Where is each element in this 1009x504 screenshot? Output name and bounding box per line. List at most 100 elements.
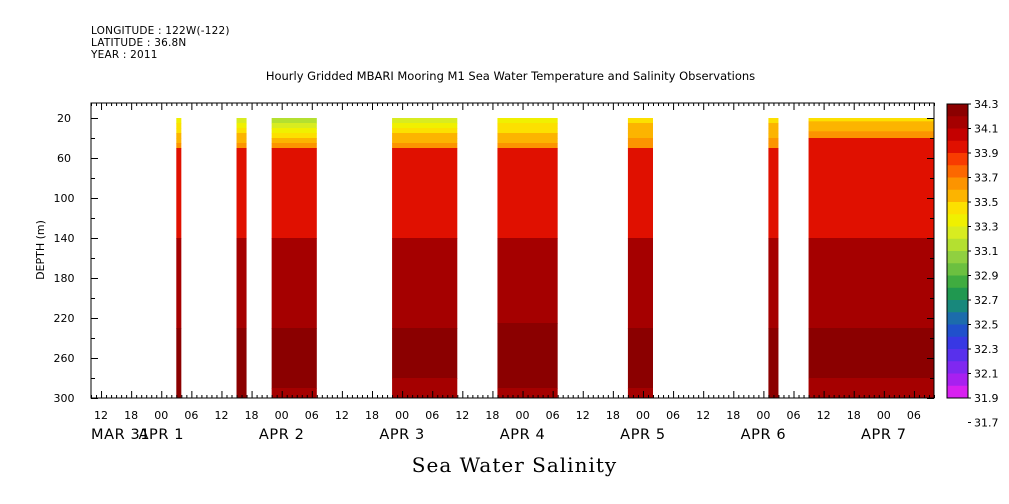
colorbar-label: 33.7	[974, 172, 999, 185]
salinity-cell	[768, 138, 779, 144]
salinity-cell	[768, 133, 779, 139]
colorbar-swatch	[947, 385, 968, 399]
colorbar-swatch	[947, 214, 968, 227]
salinity-cell	[392, 118, 458, 124]
salinity-cell	[176, 128, 182, 134]
salinity-cell	[627, 118, 653, 124]
salinity-cell	[176, 118, 182, 124]
salinity-cell	[808, 131, 934, 136]
y-tick-label: 100	[54, 192, 75, 205]
x-day-label: APR 1	[138, 427, 184, 443]
x-day-label: APR 7	[861, 427, 907, 443]
salinity-cell	[497, 133, 558, 139]
salinity-cell	[497, 123, 558, 129]
salinity-cell	[176, 133, 182, 139]
salinity-cell	[236, 133, 247, 139]
colorbar-swatch	[947, 349, 968, 362]
colorbar-swatch	[947, 202, 968, 215]
salinity-cell	[176, 148, 182, 239]
salinity-cell	[497, 238, 558, 324]
colorbar-label: 33.1	[974, 245, 999, 258]
year-label: YEAR : 2011	[91, 49, 158, 61]
chart-title: Hourly Gridded MBARI Mooring M1 Sea Wate…	[265, 69, 756, 83]
salinity-cell	[627, 238, 653, 329]
x-tick-label: 18	[245, 409, 259, 422]
salinity-cell	[497, 118, 558, 124]
x-day-label: APR 5	[620, 427, 666, 443]
x-tick-label: 00	[756, 409, 770, 422]
longitude-label: LONGITUDE : 122W(-122)	[91, 25, 230, 37]
colorbar-swatch	[947, 116, 968, 129]
salinity-cell	[497, 128, 558, 134]
salinity-cell	[271, 238, 317, 329]
y-tick-label: 180	[54, 272, 75, 285]
colorbar-swatch	[947, 287, 968, 301]
x-tick-label: 00	[275, 409, 289, 422]
salinity-cell	[392, 328, 458, 379]
y-tick-label: 300	[54, 392, 75, 405]
y-tick-label: 220	[54, 312, 75, 325]
x-day-label: MAR 31	[91, 427, 150, 443]
salinity-cell	[497, 323, 558, 389]
colorbar-swatch	[947, 361, 968, 374]
salinity-cell	[808, 124, 934, 129]
x-day-label: APR 3	[379, 427, 425, 443]
salinity-cell	[271, 123, 317, 129]
salinity-cell	[392, 138, 458, 144]
salinity-cell	[271, 388, 317, 399]
salinity-cell	[627, 138, 653, 144]
salinity-cell	[768, 328, 779, 399]
salinity-cell	[271, 148, 317, 239]
colorbar-label: 34.1	[974, 123, 999, 136]
salinity-cell	[271, 328, 317, 389]
salinity-cell	[271, 128, 317, 134]
salinity-cell	[627, 388, 653, 399]
salinity-cell	[627, 143, 653, 149]
x-day-label: APR 4	[500, 427, 546, 443]
salinity-cell	[236, 118, 247, 124]
salinity-cell	[627, 123, 653, 129]
colorbar-swatch	[947, 275, 968, 289]
colorbar-swatch	[947, 312, 968, 325]
salinity-cell	[236, 128, 247, 134]
colorbar-label: 31.7	[974, 417, 999, 430]
x-tick-label: 06	[425, 409, 439, 422]
salinity-cell	[392, 133, 458, 139]
salinity-cell	[176, 123, 182, 129]
x-tick-label: 18	[726, 409, 740, 422]
salinity-cell	[497, 143, 558, 149]
x-tick-label: 18	[606, 409, 620, 422]
colorbar-swatch	[947, 226, 968, 240]
colorbar-swatch	[947, 373, 968, 387]
colorbar-swatch	[947, 300, 968, 313]
salinity-cell	[768, 143, 779, 149]
x-tick-label: 06	[787, 409, 801, 422]
x-tick-label: 12	[94, 409, 108, 422]
x-tick-label: 12	[817, 409, 831, 422]
salinity-cell	[392, 238, 458, 329]
latitude-label: LATITUDE : 36.8N	[91, 37, 187, 49]
x-tick-label: 06	[546, 409, 560, 422]
colorbar-swatch	[947, 153, 968, 166]
y-tick-label: 60	[57, 152, 71, 165]
x-tick-label: 18	[124, 409, 138, 422]
x-tick-label: 12	[576, 409, 590, 422]
salinity-cell	[176, 138, 182, 144]
x-tick-label: 06	[907, 409, 921, 422]
colorbar-label: 34.3	[974, 98, 999, 111]
salinity-cell	[236, 138, 247, 144]
colorbar-swatch	[947, 177, 968, 191]
salinity-cell	[627, 133, 653, 139]
salinity-cell	[768, 238, 779, 329]
salinity-cell	[497, 138, 558, 144]
salinity-cell	[497, 388, 558, 399]
x-tick-label: 12	[214, 409, 228, 422]
colorbar-swatch	[947, 324, 968, 338]
x-tick-label: 18	[485, 409, 499, 422]
salinity-cell	[808, 238, 934, 329]
colorbar-label: 32.5	[974, 319, 999, 332]
colorbar-swatch	[947, 104, 968, 117]
salinity-cell	[271, 138, 317, 144]
salinity-cell	[176, 143, 182, 149]
salinity-cell	[236, 123, 247, 129]
